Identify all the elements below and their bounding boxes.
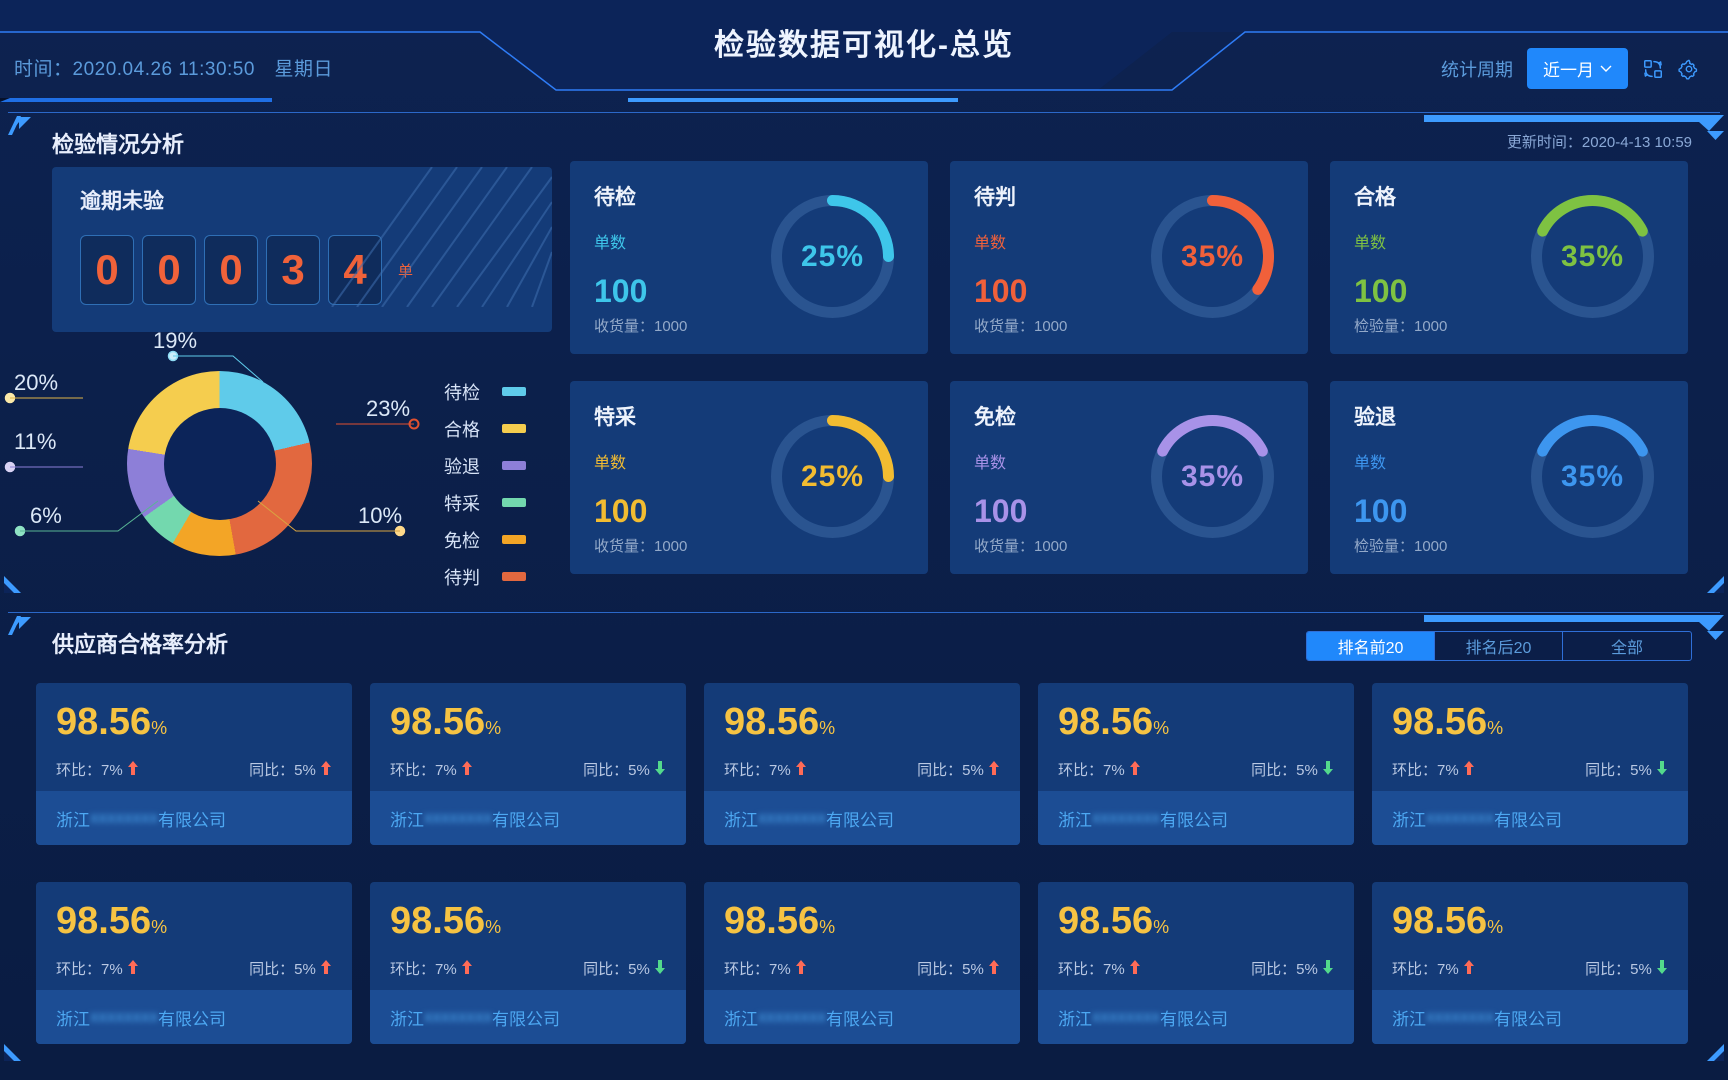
svg-text:23%: 23% [366,396,410,421]
svg-text:11%: 11% [14,429,56,454]
svg-text:20%: 20% [14,370,58,395]
svg-text:19%: 19% [153,328,197,353]
svg-text:10%: 10% [358,503,402,528]
svg-text:6%: 6% [30,503,62,528]
